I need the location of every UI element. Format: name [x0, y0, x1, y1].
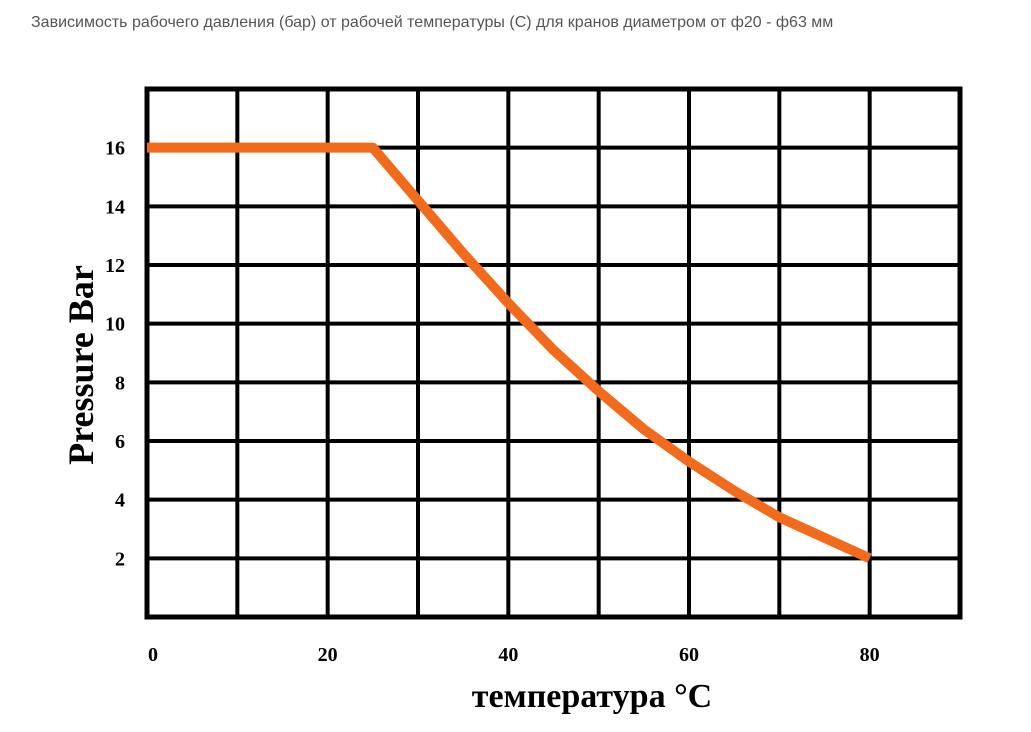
- chart-caption: Зависимость рабочего давления (бар) от р…: [31, 14, 834, 31]
- plot-frame: [144, 86, 963, 620]
- series-line-0: [147, 142, 872, 563]
- x-axis-label: температура °С: [472, 678, 712, 715]
- y-tick-label: 6: [115, 431, 125, 453]
- y-tick-label: 8: [115, 372, 125, 394]
- grid: [144, 86, 963, 620]
- y-tick-label: 4: [115, 490, 125, 512]
- y-tick-label: 2: [115, 548, 125, 570]
- x-tick-label: 80: [860, 644, 880, 666]
- tick-labels: 0 20 40 60 80 2 4 6 8 10 12 14 16: [105, 138, 880, 666]
- x-tick-label: 60: [679, 644, 699, 666]
- y-tick-label: 10: [105, 314, 125, 336]
- x-tick-label: 0: [148, 644, 158, 666]
- y-tick-label: 14: [105, 196, 125, 218]
- y-tick-label: 16: [105, 138, 125, 160]
- x-tick-label: 20: [318, 644, 338, 666]
- y-axis-label: Pressure Bar: [61, 265, 101, 465]
- series-layer: [147, 142, 872, 563]
- y-tick-label: 12: [105, 255, 125, 277]
- x-tick-label: 40: [498, 644, 518, 666]
